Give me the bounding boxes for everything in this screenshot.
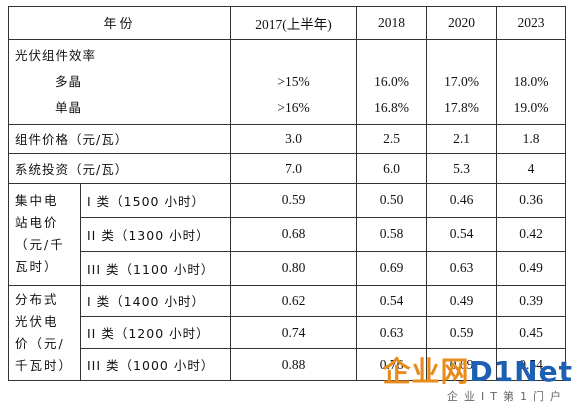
multi-value: 17.0% — [444, 73, 479, 89]
centralized-row: 集中电 站电价 （元/千 瓦时） I 类（1500 小时） 0.59 0.50 … — [8, 182, 567, 286]
distributed-row: 分布式 光伏电 价（元/ 千瓦时） I 类（1400 小时） 0.62 0.54… — [8, 284, 567, 382]
region-class-label: III 类（1100 小时） — [79, 250, 232, 286]
price-value: 0.36 — [496, 182, 567, 218]
efficiency-row: 光伏组件效率 多晶 单晶 >15% >16% 16.0% 16.8% 17.0%… — [7, 38, 567, 125]
module-price-row: 组件价格（元/瓦） 3.0 2.5 2.1 1.8 — [7, 123, 567, 155]
efficiency-cell: >15% >16% — [230, 38, 358, 125]
logo-tagline: 企业IT第1门户 — [447, 390, 567, 403]
mono-crystal-label: 单晶 — [55, 99, 83, 115]
price-value: 0.45 — [496, 316, 567, 350]
mono-value: >16% — [277, 99, 310, 115]
d1net-logo: 企业网D1Net — [382, 350, 573, 390]
multi-value: 18.0% — [513, 73, 549, 89]
solar-cost-table: 年份 2017(上半年) 2018 2020 2023 光伏组件效率 多晶 单晶… — [7, 6, 567, 382]
efficiency-cell: 16.0% 16.8% — [356, 38, 428, 125]
price-value: 0.49 — [496, 250, 567, 286]
multi-crystal-label: 多晶 — [55, 73, 83, 89]
efficiency-label-cell: 光伏组件效率 多晶 单晶 — [7, 38, 232, 125]
region-class-label: I 类（1400 小时） — [79, 284, 232, 318]
price-value: 0.58 — [356, 216, 428, 252]
year-header: 2017(上半年) — [230, 6, 358, 40]
region-class-label: II 类（1300 小时） — [79, 216, 232, 252]
category-line: 千瓦时） — [15, 357, 74, 373]
region-class-label: II 类（1200 小时） — [79, 316, 232, 350]
distributed-category: 分布式 光伏电 价（元/ 千瓦时） — [8, 284, 81, 382]
price-value: 0.54 — [356, 284, 428, 318]
price-value: 0.62 — [230, 284, 358, 318]
efficiency-cell: 17.0% 17.8% — [426, 38, 498, 125]
price-value: 0.54 — [426, 216, 498, 252]
module-price-value: 1.8 — [496, 123, 567, 155]
logo-cn-text: 企业网 — [382, 355, 470, 388]
module-price-value: 2.1 — [426, 123, 498, 155]
price-value: 0.74 — [230, 316, 358, 350]
price-value: 0.63 — [356, 316, 428, 350]
price-value: 0.39 — [496, 284, 567, 318]
year-header-label: 年份 — [7, 6, 232, 40]
distributed-row: II 类（1200 小时） 0.74 0.63 0.59 0.45 — [9, 316, 567, 350]
category-line: 集中电 — [15, 193, 59, 209]
multi-value: >15% — [277, 73, 310, 89]
system-investment-value: 7.0 — [230, 153, 358, 184]
year-header: 2023 — [496, 6, 567, 40]
price-value: 0.69 — [356, 250, 428, 286]
category-line: （元/千 — [15, 237, 65, 253]
mono-value: 17.8% — [444, 99, 479, 115]
year-header: 2020 — [426, 6, 498, 40]
logo-en-text: D1Net — [469, 355, 573, 388]
price-value: 0.54 — [496, 348, 567, 381]
price-value: 0.50 — [356, 182, 428, 218]
system-investment-row: 系统投资（元/瓦） 7.0 6.0 5.3 4 — [7, 153, 567, 184]
centralized-row: III 类（1100 小时） 0.80 0.69 0.63 0.49 — [9, 250, 567, 286]
region-class-label: I 类（1500 小时） — [79, 182, 232, 218]
mono-value: 19.0% — [513, 99, 549, 115]
efficiency-cell: 18.0% 19.0% — [496, 38, 567, 125]
centralized-row: II 类（1300 小时） 0.68 0.58 0.54 0.42 — [9, 216, 567, 252]
price-value: 0.68 — [230, 216, 358, 252]
price-value: 0.49 — [426, 284, 498, 318]
system-investment-value: 4 — [496, 153, 567, 184]
system-investment-label: 系统投资（元/瓦） — [7, 153, 232, 184]
centralized-category: 集中电 站电价 （元/千 瓦时） — [8, 182, 81, 286]
price-value: 0.63 — [426, 250, 498, 286]
system-investment-value: 5.3 — [426, 153, 498, 184]
module-price-value: 3.0 — [230, 123, 358, 155]
price-value: 0.69 — [426, 348, 498, 381]
price-value: 0.88 — [230, 348, 358, 381]
category-line: 价（元/ — [15, 335, 65, 351]
year-header: 2018 — [356, 6, 428, 40]
header-row: 年份 2017(上半年) 2018 2020 2023 — [7, 6, 567, 40]
region-class-label: III 类（1000 小时） — [79, 348, 232, 381]
module-price-label: 组件价格（元/瓦） — [7, 123, 232, 155]
price-value: 0.42 — [496, 216, 567, 252]
price-value: 0.80 — [230, 250, 358, 286]
efficiency-title: 光伏组件效率 — [15, 47, 97, 63]
multi-value: 16.0% — [374, 73, 409, 89]
module-price-value: 2.5 — [356, 123, 428, 155]
system-investment-value: 6.0 — [356, 153, 428, 184]
category-line: 分布式 — [15, 291, 59, 307]
mono-value: 16.8% — [374, 99, 409, 115]
category-line: 瓦时） — [15, 259, 59, 275]
distributed-row: III 类（1000 小时） 0.88 0.76 0.69 0.54 — [9, 348, 567, 381]
price-value: 0.59 — [426, 316, 498, 350]
price-value: 0.59 — [230, 182, 358, 218]
d1net-watermark: 企业网D1Net 企业IT第1门户 — [373, 350, 573, 410]
price-value: 0.46 — [426, 182, 498, 218]
category-line: 站电价 — [15, 215, 59, 231]
category-line: 光伏电 — [15, 313, 59, 329]
